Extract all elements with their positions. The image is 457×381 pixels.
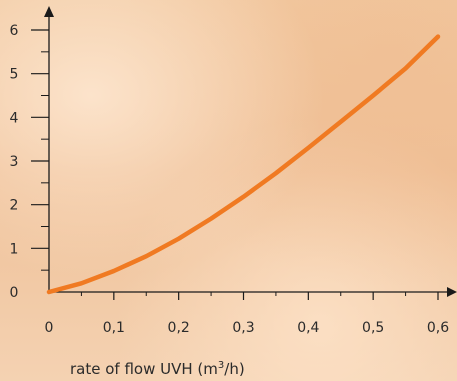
y-tick-label: 2: [10, 198, 19, 214]
x-tick-label: 0,1: [103, 320, 125, 336]
y-tick-label: 4: [10, 110, 19, 126]
x-axis-arrow: [447, 287, 457, 297]
axes: [44, 6, 457, 297]
ticks: 0 0,1 0,2 0,3 0,4 0,5 0,6 0 1 2 3 4 5 6: [10, 23, 450, 336]
series: [49, 37, 438, 292]
x-tick-label: 0: [45, 320, 54, 336]
x-axis-title-main: rate of flow UVH (m: [70, 360, 218, 378]
y-tick-label: 3: [10, 154, 19, 170]
y-tick-label: 0: [10, 285, 19, 301]
y-axis-arrow: [44, 6, 54, 17]
x-tick-label: 0,6: [427, 320, 449, 336]
x-tick-label: 0,4: [297, 320, 319, 336]
x-axis-title-end: /h): [224, 360, 244, 378]
x-axis-title: rate of flow UVH (m3/h): [70, 360, 245, 378]
y-tick-label: 1: [10, 241, 19, 257]
x-tick-label: 0,2: [168, 320, 190, 336]
y-tick-label: 5: [10, 67, 19, 83]
series-line: [49, 37, 438, 292]
x-tick-label: 0,5: [362, 320, 384, 336]
x-tick-label: 0,3: [232, 320, 254, 336]
y-tick-label: 6: [10, 23, 19, 39]
